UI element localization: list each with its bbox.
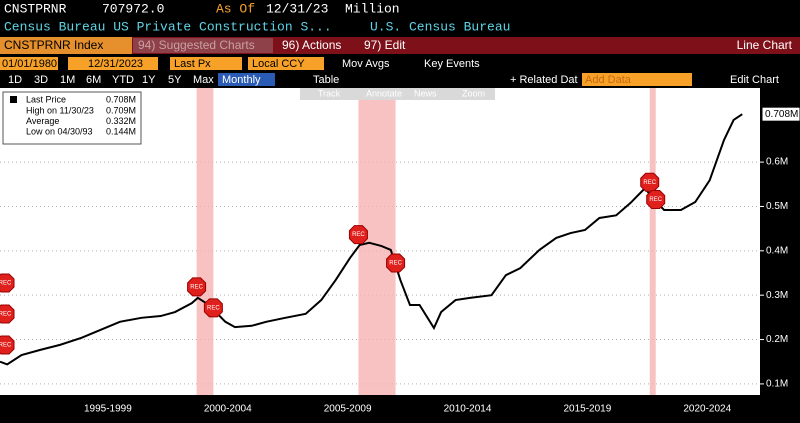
x-tick-label: 2010-2014 — [444, 404, 492, 415]
x-tick-label: 2005-2009 — [324, 404, 372, 415]
x-tick-label: 2020-2024 — [683, 404, 731, 415]
start-date[interactable]: 01/01/1980 — [2, 58, 57, 70]
event-label: REC — [190, 284, 203, 290]
legend-value: 0.708M — [106, 94, 136, 104]
legend-label: Average — [26, 116, 59, 126]
y-tick-label: 0.4M — [766, 245, 788, 256]
event-marker — [187, 277, 207, 297]
period-button[interactable]: Max — [193, 74, 214, 86]
legend-value: 0.709M — [106, 105, 136, 115]
chart-tool[interactable]: Annotate — [366, 88, 402, 98]
add-data[interactable]: Add Data — [585, 74, 632, 86]
y-tick-label: 0.3M — [766, 290, 788, 301]
x-tick-label: 2000-2004 — [204, 404, 252, 415]
legend-value: 0.144M — [106, 126, 136, 136]
event-marker — [0, 335, 15, 355]
event-marker — [0, 304, 15, 324]
frequency-box[interactable] — [218, 73, 275, 86]
legend-label: Low on 04/30/93 — [26, 126, 93, 136]
chart-tools — [300, 88, 495, 100]
key-events[interactable]: Key Events — [424, 58, 480, 70]
event-marker — [0, 273, 15, 293]
related-data[interactable]: + Related Dat — [510, 74, 578, 86]
event-label: REC — [0, 312, 12, 318]
x-tick-label: 2015-2019 — [563, 404, 611, 415]
end-date[interactable]: 12/31/2023 — [88, 58, 143, 70]
mov-avgs[interactable]: Mov Avgs — [342, 58, 390, 70]
field-box[interactable] — [170, 57, 242, 70]
last-value: 707972.0 — [102, 1, 164, 16]
period-button[interactable]: 1M — [60, 74, 75, 86]
legend-label: Last Price — [26, 94, 66, 104]
currency[interactable]: Local CCY — [252, 58, 305, 70]
frequency[interactable]: Monthly — [222, 74, 261, 86]
event-marker — [386, 253, 406, 273]
chart-tool[interactable]: Track — [318, 88, 341, 98]
event-label: REC — [0, 281, 12, 287]
source: U.S. Census Bureau — [370, 19, 510, 34]
event-label: REC — [207, 305, 220, 311]
end-box[interactable] — [68, 57, 158, 70]
legend-value: 0.332M — [106, 116, 136, 126]
event-marker — [646, 189, 666, 209]
suggested-button[interactable] — [133, 38, 273, 53]
last-value-label: 0.708M — [765, 109, 798, 120]
y-tick-label: 0.2M — [766, 334, 788, 345]
period-button[interactable]: 1D — [8, 74, 22, 86]
event-marker — [348, 225, 368, 245]
edit-chart[interactable]: Edit Chart — [730, 74, 779, 86]
legend-swatch — [10, 96, 17, 103]
event-label: REC — [0, 343, 12, 349]
recession-band — [196, 88, 214, 395]
add-data-box[interactable] — [582, 73, 692, 86]
period-button[interactable]: 5Y — [168, 74, 182, 86]
period-button[interactable]: YTD — [112, 74, 134, 86]
y-tick-label: 0.5M — [766, 201, 788, 212]
edit[interactable]: 97) Edit — [364, 38, 406, 52]
as-of: As Of — [216, 1, 255, 16]
y-tick-label: 0.1M — [766, 379, 788, 390]
security-box[interactable] — [0, 37, 132, 54]
security[interactable]: CNSTPRNR Index — [4, 38, 103, 52]
event-label: REC — [389, 261, 402, 267]
event-label: REC — [643, 180, 656, 186]
period-button[interactable]: 3D — [34, 74, 48, 86]
event-label: REC — [649, 197, 662, 203]
last-value-box — [761, 106, 800, 122]
chart-tool[interactable]: News — [414, 88, 437, 98]
actions[interactable]: 96) Actions — [282, 38, 341, 52]
recession-band — [649, 88, 656, 395]
y-tick-label: 0.6M — [766, 157, 788, 168]
date: 12/31/23 — [266, 1, 328, 16]
legend — [2, 91, 142, 145]
chart-type[interactable]: Line Chart — [737, 38, 793, 52]
start-box[interactable] — [0, 57, 58, 70]
x-tick-label: 1995-1999 — [84, 404, 132, 415]
chart-tool[interactable]: Zoom — [462, 88, 485, 98]
period-button[interactable]: 6M — [86, 74, 101, 86]
table[interactable]: Table — [313, 74, 339, 86]
suggested-charts[interactable]: 94) Suggested Charts — [138, 38, 255, 52]
price-line — [0, 113, 743, 366]
event-label: REC — [352, 232, 365, 238]
ticker: CNSTPRNR — [4, 1, 67, 16]
field[interactable]: Last Px — [174, 58, 211, 70]
units: Million — [345, 1, 400, 16]
description: Census Bureau US Private Construction S.… — [4, 19, 332, 34]
period-button[interactable]: 1Y — [142, 74, 156, 86]
currency-box[interactable] — [248, 57, 324, 70]
event-marker — [203, 298, 223, 318]
legend-label: High on 11/30/23 — [26, 105, 94, 115]
